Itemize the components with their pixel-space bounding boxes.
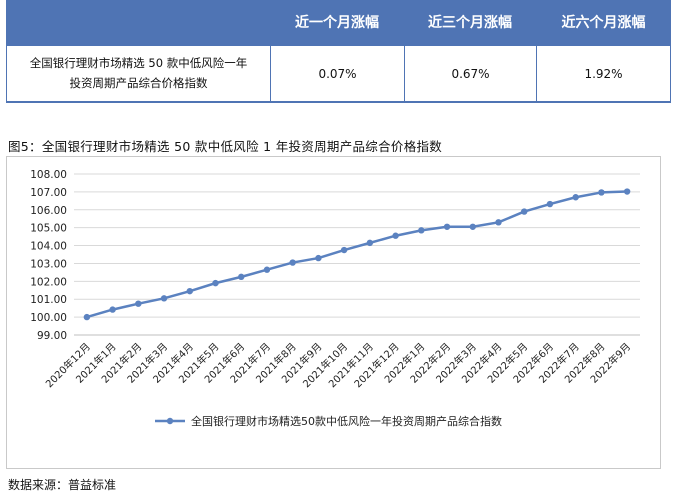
data-point	[160, 295, 168, 302]
value-6m: 1.92%	[536, 46, 671, 103]
data-source: 数据来源：普益标准	[8, 478, 117, 492]
data-point	[392, 232, 399, 239]
index-name-line1: 全国银行理财市场精选 50 款中低风险一年	[29, 56, 248, 70]
y-tick-label: 108.00	[30, 169, 67, 181]
chart-frame: 99.00 100.00 101.00 102.00 103.00 104.00 105.0…	[6, 156, 661, 469]
data-point	[418, 227, 425, 234]
y-tick-label: 106.00	[30, 205, 67, 217]
index-name-cell: 全国银行理财市场精选 50 款中低风险一年 投资周期产品综合价格指数	[6, 46, 270, 103]
data-point	[495, 219, 502, 226]
line-chart: 99.00 100.00 101.00 102.00 103.00 104.00 105.0…	[30, 169, 640, 428]
data-point	[263, 266, 271, 273]
legend-label: 全国银行理财市场精选50款中低风险一年投资周期产品综合指数	[191, 414, 502, 428]
y-tick-label: 103.00	[30, 258, 67, 270]
data-point	[315, 254, 322, 262]
data-point	[443, 223, 451, 230]
data-point	[135, 300, 142, 307]
table-row: 全国银行理财市场精选 50 款中低风险一年 投资周期产品综合价格指数 0.07%…	[6, 46, 671, 103]
data-point	[289, 259, 296, 266]
summary-table: 近一个月涨幅 近三个月涨幅 近六个月涨幅 全国银行理财市场精选 50 款中低风险…	[6, 0, 671, 103]
data-point	[366, 239, 374, 247]
header-1m: 近一个月涨幅	[295, 15, 379, 31]
index-name-line2: 投资周期产品综合价格指数	[69, 76, 208, 90]
header-empty	[6, 0, 270, 46]
table-bottom-rule	[6, 101, 671, 103]
data-point	[572, 194, 579, 201]
data-point	[238, 273, 245, 281]
value-3m: 0.67%	[404, 46, 536, 103]
y-tick-label: 104.00	[30, 241, 67, 253]
y-tick-label: 99.00	[37, 330, 67, 342]
data-point	[83, 313, 91, 321]
header-6m: 近六个月涨幅	[561, 15, 646, 31]
y-tick-label: 101.00	[30, 294, 67, 306]
legend-marker	[166, 417, 174, 425]
data-point	[546, 200, 554, 208]
y-tick-label: 105.00	[30, 223, 67, 235]
data-point	[340, 246, 348, 254]
table-header: 近一个月涨幅 近三个月涨幅 近六个月涨幅	[6, 0, 671, 46]
data-point	[109, 306, 116, 313]
x-tick-label: 2020年12月	[43, 340, 93, 390]
y-tick-label: 102.00	[30, 276, 67, 288]
data-point	[598, 189, 605, 196]
y-tick-label: 100.00	[30, 312, 67, 324]
data-point	[186, 287, 193, 295]
value-1m: 0.07%	[270, 46, 404, 103]
series-line	[86, 190, 628, 319]
data-point	[623, 188, 631, 195]
data-point	[469, 223, 476, 230]
data-point	[521, 208, 528, 215]
header-3m: 近三个月涨幅	[428, 15, 512, 31]
y-tick-label: 107.00	[30, 187, 67, 199]
figure-caption: 图5：全国银行理财市场精选 50 款中低风险 1 年投资周期产品综合价格指数	[8, 139, 443, 154]
data-point	[212, 279, 219, 287]
